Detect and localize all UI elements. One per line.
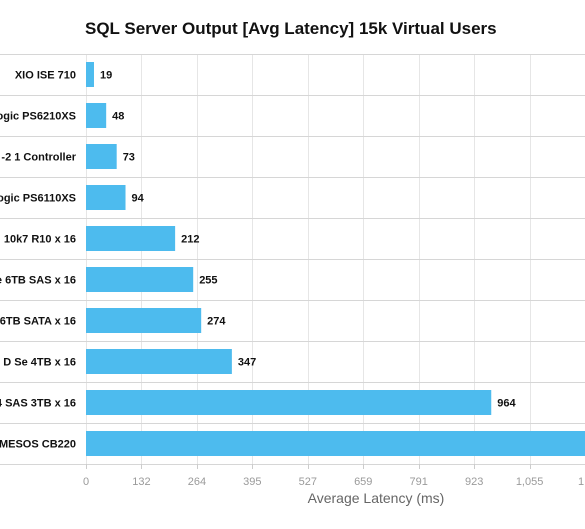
x-tick-label: 0 (83, 476, 89, 488)
bar (86, 185, 126, 210)
data-label: 255 (199, 275, 217, 287)
category-label: 10k7 R10 x 16 (4, 234, 76, 246)
x-tick-label: 527 (299, 476, 317, 488)
data-label: 73 (123, 152, 135, 164)
x-axis-title: Average Latency (ms) (308, 490, 445, 506)
grid-layer (0, 54, 585, 465)
data-label: 964 (497, 398, 516, 410)
data-label: 48 (112, 111, 124, 123)
bar (86, 308, 202, 333)
x-tick-label: 1,055 (516, 476, 544, 488)
bar (86, 267, 194, 292)
bar (86, 390, 492, 415)
bar (86, 431, 585, 456)
category-label: XIO ISE 710 (15, 70, 76, 82)
x-tick-label: 659 (354, 476, 372, 488)
category-label: 6TB SATA x 16 (0, 316, 76, 328)
x-tick-label: 791 (410, 476, 428, 488)
label-layer: XIO ISE 710 19 ogic PS6210XS 48 -2 1 Control… (0, 70, 516, 451)
bar (86, 226, 176, 251)
category-label: MESOS CB220 (0, 439, 76, 451)
bar (86, 103, 107, 128)
data-label: 212 (181, 234, 199, 246)
bar-layer (86, 62, 585, 456)
category-label: ogic PS6210XS (0, 111, 76, 123)
x-tick-label: 1,1 (578, 476, 585, 488)
data-label: 274 (207, 316, 226, 328)
category-label: ogic PS6110XS (0, 193, 76, 205)
category-label: e 6TB SAS x 16 (0, 275, 76, 287)
data-label: 94 (132, 193, 145, 205)
x-tick-label: 132 (132, 476, 150, 488)
x-tick-label: 395 (243, 476, 261, 488)
data-label: 19 (100, 70, 112, 82)
bar (86, 144, 117, 169)
bar (86, 62, 94, 87)
category-label: -2 1 Controller (1, 152, 76, 164)
bar (86, 349, 232, 374)
x-tick-label: 923 (465, 476, 483, 488)
chart-title: SQL Server Output [Avg Latency] 15k Virt… (85, 19, 497, 38)
category-label: 4 SAS 3TB x 16 (0, 398, 76, 410)
x-axis: 0 132 264 395 527 659 791 923 1,055 1,1 (83, 464, 585, 488)
x-tick-label: 264 (188, 476, 206, 488)
category-label: D Se 4TB x 16 (3, 357, 76, 369)
data-label: 347 (238, 357, 256, 369)
